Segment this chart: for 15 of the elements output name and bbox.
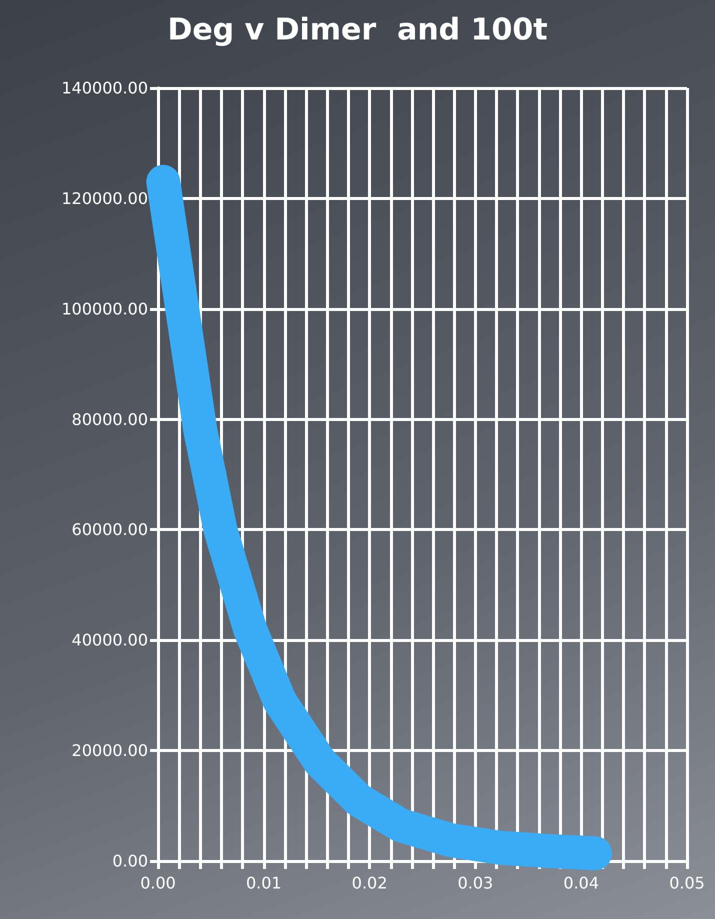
y-tick-label: 40000.00	[72, 630, 148, 650]
x-tick-label: 0.03	[458, 874, 494, 892]
chart-title: Deg v Dimer and 100t	[167, 12, 548, 48]
x-tick-label: 0.01	[246, 874, 282, 892]
y-tick-label: 0.00	[112, 852, 148, 870]
y-tick-label: 120000.00	[61, 188, 148, 208]
y-tick-label: 140000.00	[61, 78, 148, 98]
x-tick-label: 0.00	[140, 874, 176, 892]
y-tick-label: 20000.00	[72, 741, 148, 760]
y-tick-label: 100000.00	[61, 299, 148, 318]
x-tick-label: 0.04	[563, 874, 600, 892]
x-tick-label: 0.02	[352, 874, 388, 892]
x-tick-label: 0.05	[669, 874, 705, 892]
y-tick-label: 60000.00	[72, 520, 148, 540]
y-tick-label: 80000.00	[72, 410, 148, 429]
